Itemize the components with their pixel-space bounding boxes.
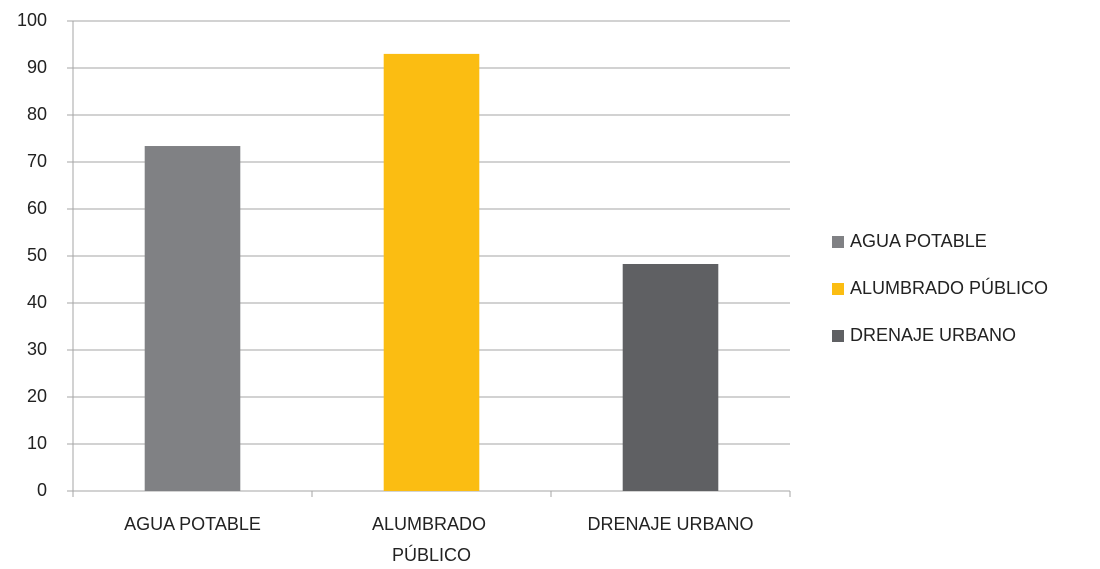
y-tick-label: 80 — [27, 104, 47, 124]
y-tick-label: 20 — [27, 386, 47, 406]
y-tick-label: 50 — [27, 245, 47, 265]
legend-swatch — [832, 330, 844, 342]
y-tick-label: 10 — [27, 433, 47, 453]
x-tick-label: DRENAJE URBANO — [587, 514, 753, 534]
legend-swatch — [832, 236, 844, 248]
bar — [622, 263, 719, 491]
y-tick-label: 90 — [27, 57, 47, 77]
y-tick-label: 30 — [27, 339, 47, 359]
x-tick-label: ALUMBRADO PÚBLICO — [372, 514, 491, 565]
x-tick-label: AGUA POTABLE — [124, 514, 261, 534]
y-tick-label: 0 — [37, 480, 47, 500]
legend-label: AGUA POTABLE — [850, 231, 987, 251]
x-tick-line: PÚBLICO — [392, 544, 471, 565]
x-tick-line: ALUMBRADO — [372, 514, 491, 534]
legend-label: ALUMBRADO PÚBLICO — [850, 277, 1048, 298]
y-tick-label: 70 — [27, 151, 47, 171]
legend-label: DRENAJE URBANO — [850, 325, 1016, 345]
y-tick-label: 100 — [17, 10, 47, 30]
legend-swatch — [832, 283, 844, 295]
bar — [144, 146, 241, 491]
bar — [383, 53, 480, 492]
y-tick-label: 60 — [27, 198, 47, 218]
y-tick-label: 40 — [27, 292, 47, 312]
